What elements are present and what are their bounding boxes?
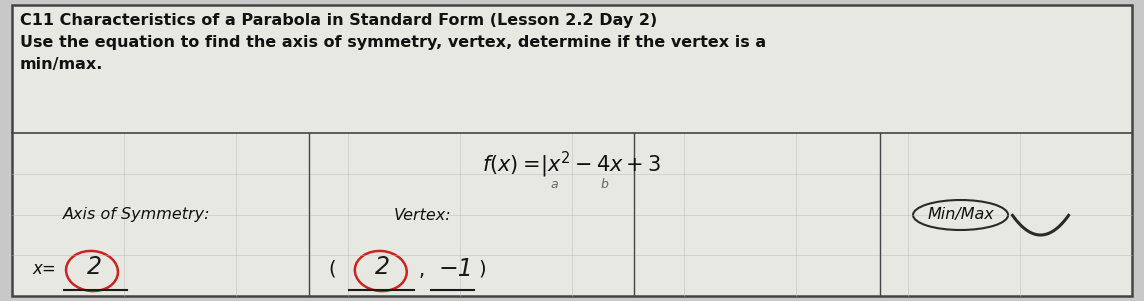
Text: $f(x) =\!|x^2 - 4x + 3$: $f(x) =\!|x^2 - 4x + 3$ — [483, 150, 661, 180]
Text: min/max.: min/max. — [19, 57, 103, 72]
Text: −1: −1 — [439, 257, 474, 281]
Text: C11 Characteristics of a Parabola in Standard Form (Lesson 2.2 Day 2): C11 Characteristics of a Parabola in Sta… — [19, 13, 658, 28]
Text: Vertex:: Vertex: — [394, 207, 451, 222]
Text: ,: , — [419, 262, 424, 281]
Text: ): ) — [479, 259, 486, 278]
Text: (: ( — [328, 259, 336, 278]
Text: a: a — [550, 178, 558, 191]
Text: Use the equation to find the axis of symmetry, vertex, determine if the vertex i: Use the equation to find the axis of sym… — [19, 35, 766, 50]
FancyBboxPatch shape — [11, 5, 1133, 296]
Text: 2: 2 — [375, 255, 390, 279]
Text: 2: 2 — [87, 255, 102, 279]
Text: x=: x= — [32, 260, 56, 278]
Text: b: b — [601, 178, 607, 191]
Text: Axis of Symmetry:: Axis of Symmetry: — [63, 207, 210, 222]
Text: Min/Max: Min/Max — [927, 207, 994, 222]
